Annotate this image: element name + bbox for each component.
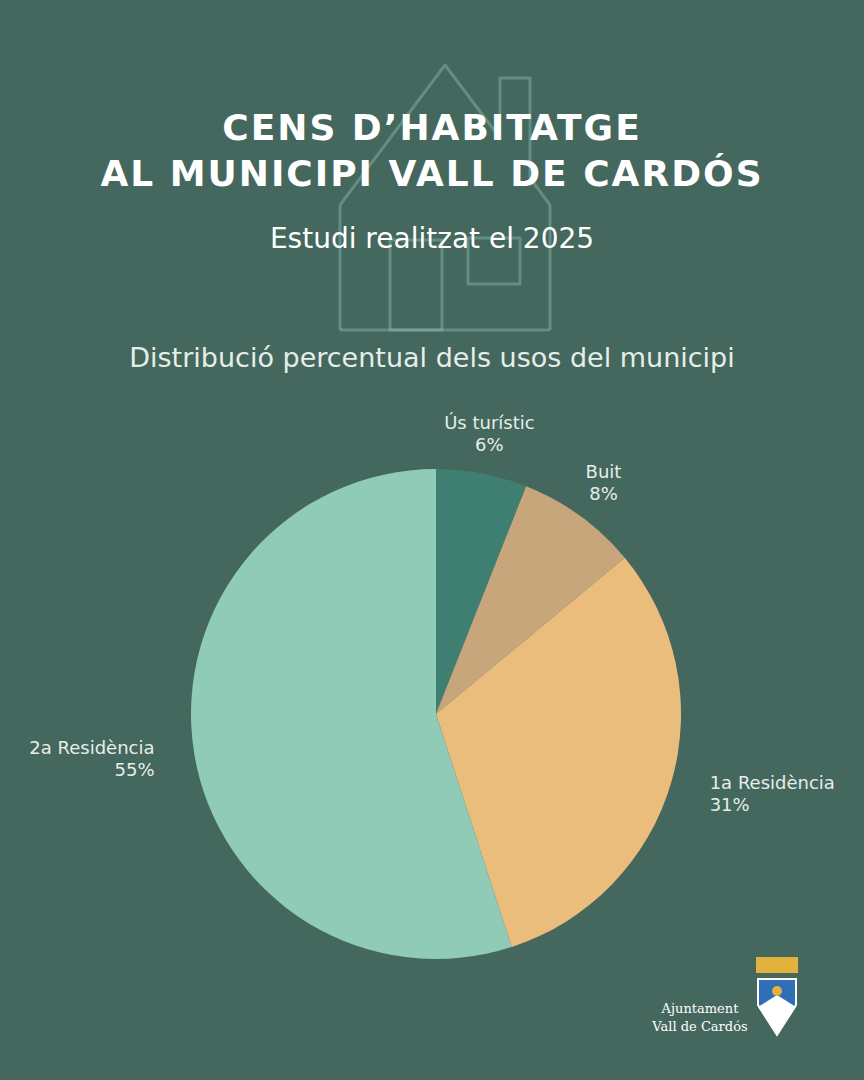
svg-text:2a Residència55%: 2a Residència55% xyxy=(29,737,154,780)
html-text:Estudi realitzat el 2025: Estudi realitzat el 2025 xyxy=(269,222,595,255)
html-text:CENS D’HABITATGE AL MUNICIPI V: CENS D’HABITATGE AL MUNICIPI VALL DE CAR… xyxy=(100,107,764,194)
svg-text:1a Residència31%: 1a Residència31% xyxy=(710,772,835,815)
svg-text:Ús turístic6%: Ús turístic6% xyxy=(444,412,534,455)
html-text:Distribució percentual dels us: Distribució percentual dels usos del mun… xyxy=(129,342,735,373)
svg-text:Buit8%: Buit8% xyxy=(586,461,622,504)
html-text:Ajuntament Vall de Cardós: Ajuntament Vall de Cardós xyxy=(652,1001,748,1034)
